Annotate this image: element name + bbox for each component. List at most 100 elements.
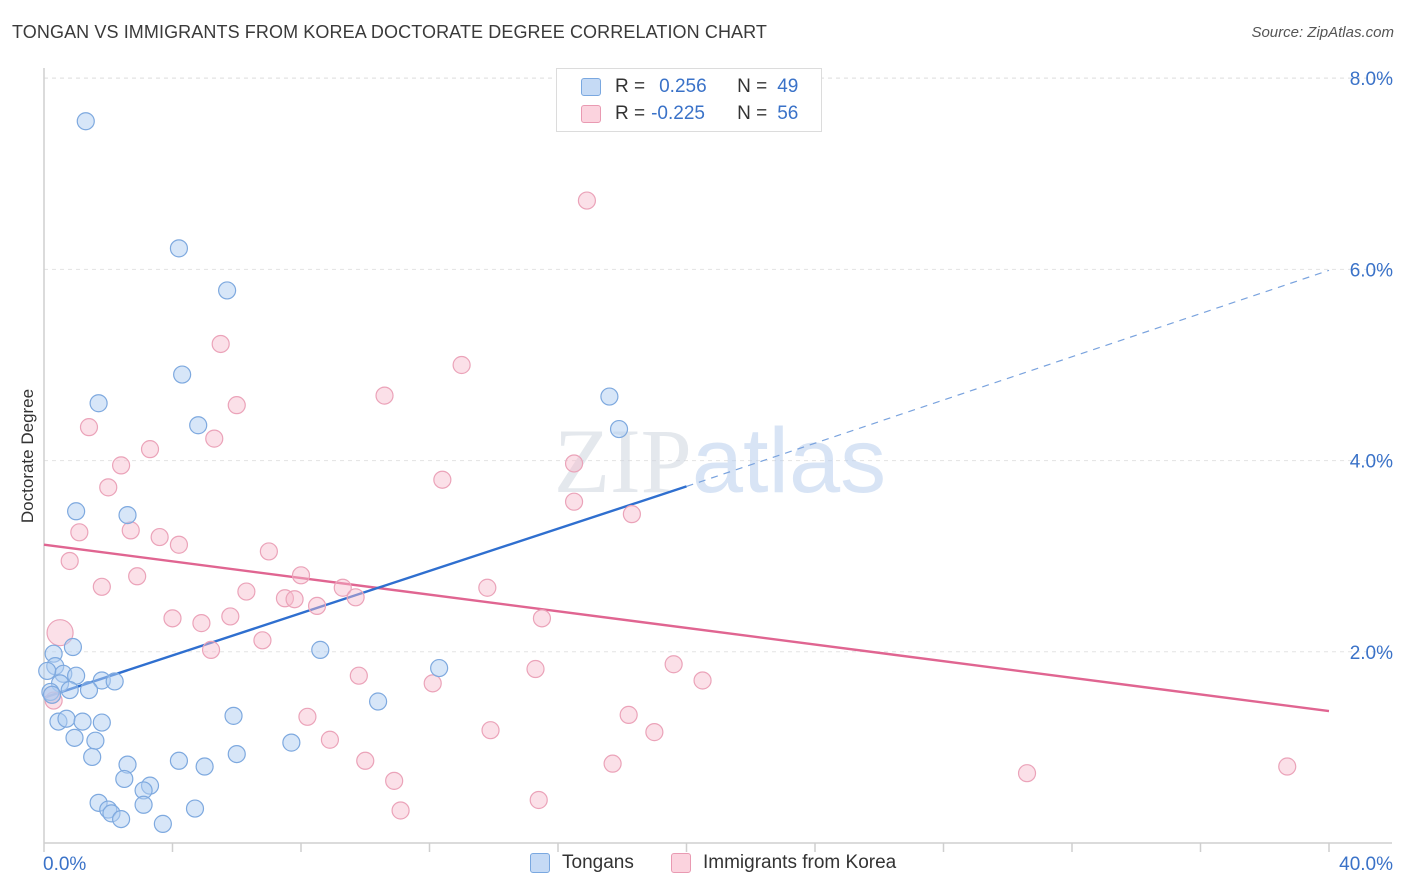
korea-swatch	[671, 853, 691, 873]
tongan-point	[430, 658, 449, 678]
tongan-point	[609, 419, 629, 439]
korea-point	[1017, 764, 1037, 783]
tongan-point	[111, 809, 131, 829]
tongan-point	[105, 672, 124, 691]
korea-point	[391, 801, 410, 820]
tongan-point	[369, 692, 388, 711]
tongan-point	[79, 680, 99, 700]
tongan-point	[86, 731, 105, 750]
korea-point	[423, 674, 442, 693]
y-tick-labels: 2.0% 4.0% 6.0% 8.0%	[1350, 69, 1393, 664]
tongans-trend-line	[43, 485, 687, 699]
korea-point	[529, 790, 548, 810]
tongan-point	[189, 416, 208, 435]
korea-point	[253, 631, 272, 650]
n-label: N =	[737, 103, 768, 124]
korea-point	[46, 619, 74, 647]
korea-point	[433, 470, 452, 489]
tongan-point	[83, 747, 102, 767]
tongan-point	[195, 757, 214, 776]
korea-trend-line	[43, 543, 1330, 713]
korea-point	[577, 191, 597, 210]
tongan-point	[118, 505, 137, 525]
tongan-point	[57, 709, 76, 728]
legend-item-tongans[interactable]: Tongans	[530, 852, 634, 874]
korea-point	[664, 655, 683, 674]
tongan-point	[76, 112, 95, 131]
grid-lines	[44, 77, 1392, 653]
korea-point	[645, 723, 664, 742]
korea-point	[140, 440, 160, 459]
y-tick-label: 6.0%	[1350, 260, 1393, 281]
watermark: ZIPatlas	[554, 410, 886, 512]
tongan-point	[42, 685, 62, 704]
korea-point	[333, 578, 352, 597]
korea-point	[221, 607, 240, 626]
tongan-point	[311, 640, 330, 659]
n-value: 49	[777, 76, 799, 97]
korea-point	[128, 567, 147, 586]
korea-point	[375, 386, 394, 405]
r-value: 0.256	[659, 76, 707, 97]
tongan-point	[173, 365, 192, 384]
korea-point	[237, 582, 256, 601]
korea-point	[452, 355, 471, 375]
legend-label-korea: Immigrants from Korea	[703, 852, 897, 873]
source-attribution: Source: ZipAtlas.com	[1251, 24, 1394, 41]
korea-point	[1278, 757, 1297, 776]
korea-point	[356, 751, 375, 770]
tongan-point	[89, 394, 108, 413]
legend-row-korea: R = -0.225 N = 56	[581, 103, 798, 125]
x-tick-label: 0.0%	[43, 854, 86, 875]
legend-label-tongans: Tongans	[562, 852, 634, 873]
korea-point	[192, 614, 211, 633]
korea-point	[201, 640, 221, 659]
korea-point	[478, 578, 497, 597]
tongans-swatch	[530, 853, 550, 873]
r-value: -0.225	[651, 103, 705, 124]
korea-point	[227, 396, 246, 415]
y-tick-label: 2.0%	[1350, 643, 1393, 664]
tongan-point	[218, 281, 237, 300]
legend-row-tongans: R = 0.256 N = 49	[581, 76, 798, 98]
tongans-swatch	[581, 78, 601, 96]
legend-item-korea[interactable]: Immigrants from Korea	[671, 852, 896, 874]
korea-point	[603, 754, 622, 773]
korea-point	[99, 478, 118, 497]
korea-point	[564, 454, 584, 473]
n-label: N =	[737, 76, 768, 97]
korea-point	[150, 527, 169, 547]
korea-point	[70, 523, 89, 542]
tongan-point	[115, 769, 134, 789]
korea-point	[532, 609, 552, 628]
y-axis-label: Doctorate Degree	[18, 388, 37, 524]
tongan-point	[227, 744, 246, 764]
korea-point	[349, 666, 368, 685]
tongan-point	[60, 680, 79, 700]
chart-title: TONGAN VS IMMIGRANTS FROM KOREA DOCTORAT…	[12, 22, 768, 42]
tongan-point	[600, 387, 619, 406]
x-tick-labels: 0.0% 40.0%	[43, 854, 1393, 875]
korea-point	[169, 535, 189, 554]
tongan-point	[67, 502, 86, 521]
korea-point	[307, 596, 327, 616]
tongan-point	[63, 637, 83, 657]
y-tick-label: 8.0%	[1350, 69, 1393, 90]
korea-points	[42, 95, 1297, 820]
korea-point	[275, 589, 295, 608]
tongan-point	[185, 799, 205, 818]
n-value: 56	[777, 103, 799, 124]
korea-point	[259, 542, 278, 561]
korea-point	[111, 456, 131, 475]
korea-swatch	[581, 105, 601, 123]
korea-point	[526, 659, 545, 679]
korea-point	[298, 707, 317, 726]
tongan-point	[134, 795, 153, 814]
tongan-point	[73, 712, 92, 731]
korea-point	[693, 671, 712, 690]
korea-point	[60, 551, 79, 571]
tongan-point	[224, 706, 243, 725]
axes	[43, 68, 1392, 852]
korea-point	[346, 588, 365, 607]
